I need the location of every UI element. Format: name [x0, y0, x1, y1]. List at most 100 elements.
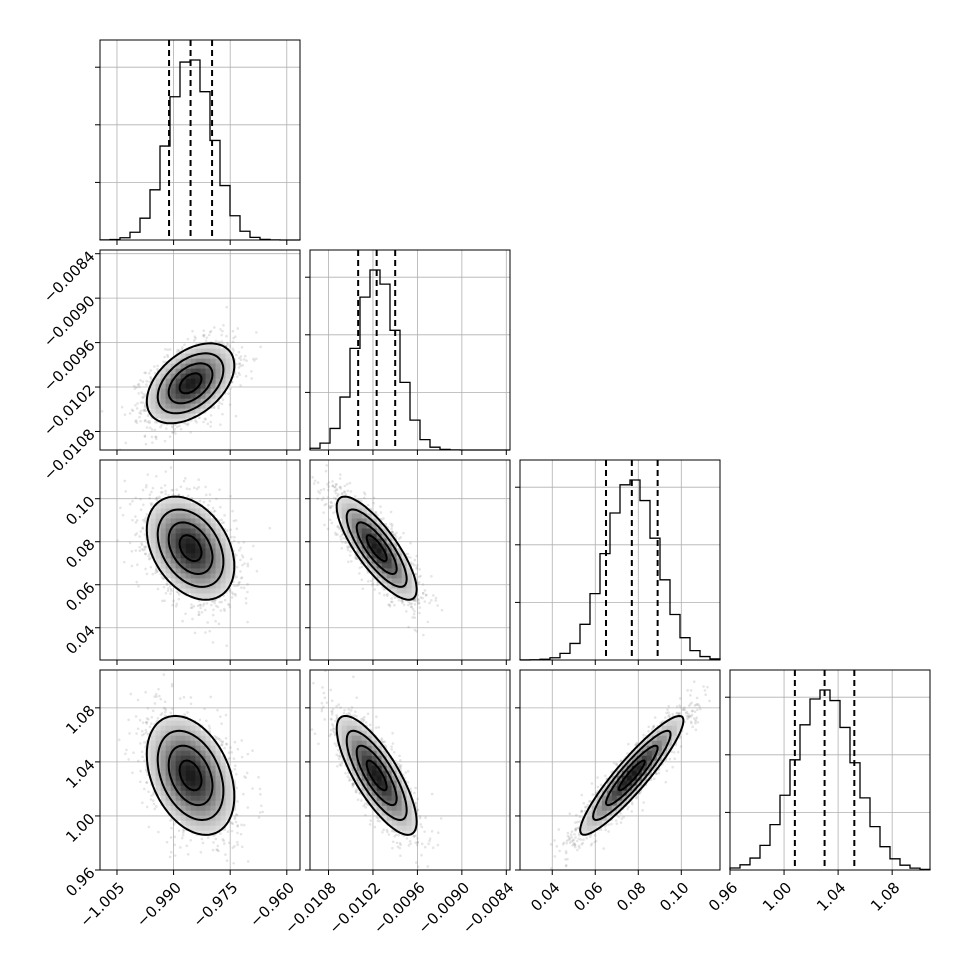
density-cell [175, 528, 181, 534]
sample-point [344, 541, 347, 545]
density-cell [200, 593, 206, 599]
density-cell [190, 538, 196, 544]
sample-point [413, 602, 417, 606]
sample-point [371, 583, 374, 587]
sample-point [144, 567, 147, 571]
density-cell [195, 538, 201, 544]
sample-point [142, 396, 145, 399]
density-cell [175, 558, 181, 564]
density-cell [185, 393, 191, 399]
density-cell [180, 363, 186, 369]
sample-point [116, 539, 119, 542]
y-tick-label: 0.04 [62, 622, 98, 658]
density-cell [165, 408, 171, 414]
sample-point [145, 483, 148, 487]
sample-point [235, 375, 239, 378]
panel-frame [99, 459, 301, 661]
sample-point [225, 341, 229, 345]
density-cell [195, 408, 201, 414]
sample-point [149, 369, 153, 372]
sample-point [197, 485, 200, 489]
sample-point [336, 533, 339, 536]
sample-point [235, 527, 239, 531]
sample-point [134, 496, 137, 500]
sample-point [243, 354, 247, 358]
sample-point [151, 441, 154, 444]
sample-point [243, 562, 246, 565]
density-cell [190, 593, 196, 599]
density-cell [175, 568, 181, 574]
density-cell [210, 518, 216, 524]
density-cell [210, 383, 216, 389]
sample-point [175, 488, 179, 491]
density-cell [200, 348, 206, 354]
sample-point [240, 554, 244, 557]
density-cell [180, 553, 186, 559]
sample-point [393, 596, 397, 599]
density-cell [220, 378, 226, 384]
sample-point [149, 426, 152, 430]
density-cell [165, 503, 171, 509]
density-cell [225, 363, 231, 369]
density-cell [185, 573, 191, 579]
sample-point [135, 580, 139, 584]
density-cell [180, 518, 186, 524]
density-cell [170, 548, 176, 554]
density-cell [180, 588, 186, 594]
density-cell [150, 408, 156, 414]
sample-point [221, 329, 224, 333]
density-cell [170, 563, 176, 569]
density-cell [180, 538, 186, 544]
density-cell [170, 368, 176, 374]
sample-point [254, 357, 258, 361]
sample-point [225, 305, 229, 309]
sample-point [135, 532, 139, 535]
sample-point [400, 601, 404, 605]
sample-point [240, 586, 243, 589]
sample-point [161, 577, 165, 581]
sample-point [204, 418, 207, 421]
sample-point [239, 558, 242, 562]
sample-point [218, 488, 221, 491]
sample-point [171, 431, 174, 434]
density-cell [200, 378, 206, 384]
sample-point [130, 408, 134, 412]
density-cell [180, 573, 186, 579]
sample-point [131, 518, 134, 522]
density-cell [185, 553, 191, 559]
sample-point [145, 383, 148, 387]
sample-point [141, 380, 145, 383]
density-cell [175, 578, 181, 584]
density-cell [150, 388, 156, 394]
sample-point [239, 384, 242, 387]
density-cell [220, 573, 226, 579]
density-cell [165, 373, 171, 379]
density-cell [190, 413, 196, 419]
density-cell [165, 543, 171, 549]
density-cell [175, 538, 181, 544]
density-cell [195, 503, 201, 509]
sample-point [168, 435, 172, 438]
density-cell [160, 523, 166, 529]
sample-point [215, 497, 218, 501]
density-cell [180, 408, 186, 414]
density-cell [215, 578, 221, 584]
sample-point [147, 554, 150, 558]
sample-point [156, 367, 159, 371]
sample-point [211, 506, 215, 510]
sample-point [138, 549, 142, 553]
sample-point [202, 500, 206, 504]
density-cell [225, 573, 231, 579]
density-cell [175, 553, 181, 559]
density-cell [225, 553, 231, 559]
density-cell [150, 403, 156, 409]
sample-point [246, 583, 249, 586]
density-cell [210, 588, 216, 594]
sample-point [186, 337, 190, 341]
sample-point [303, 495, 306, 498]
sample-point [237, 371, 241, 375]
sample-point [138, 385, 141, 389]
density-cell [155, 383, 161, 389]
density-cell [185, 398, 191, 404]
sample-point [230, 535, 233, 539]
